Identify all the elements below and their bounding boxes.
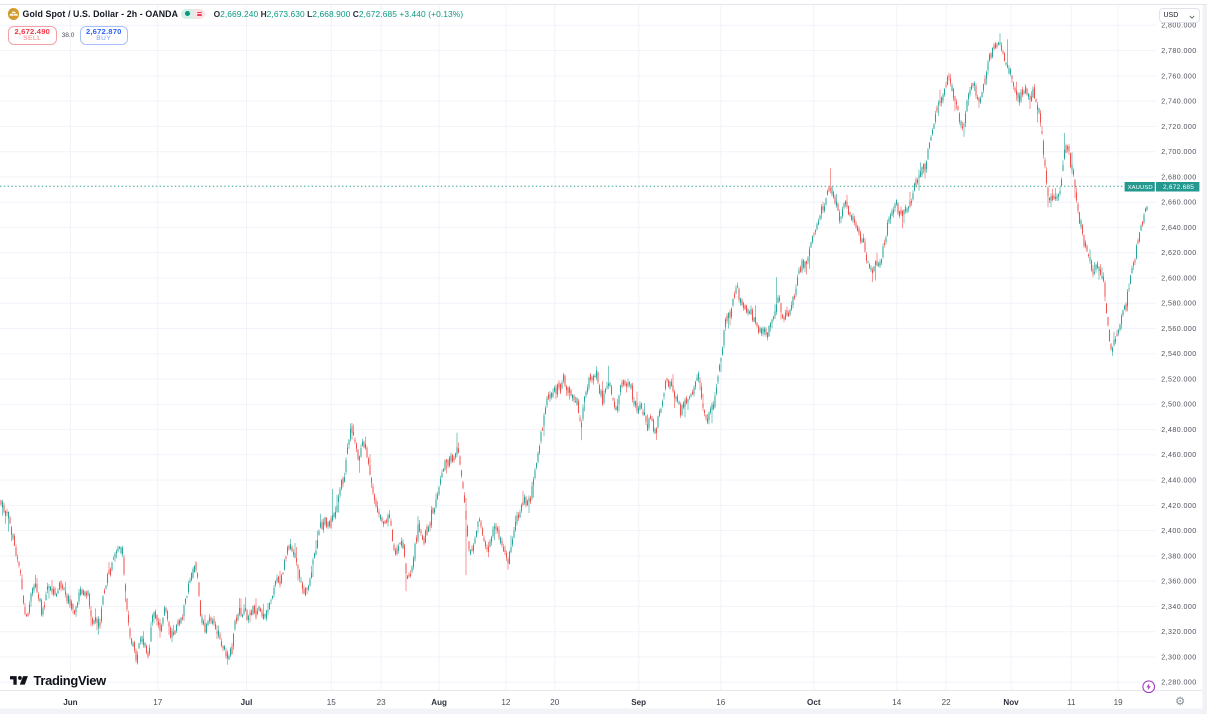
svg-text:2,380.000: 2,380.000 xyxy=(1161,552,1196,560)
svg-text:19: 19 xyxy=(1114,698,1124,707)
svg-text:2,660.000: 2,660.000 xyxy=(1161,199,1196,207)
svg-text:2,280.000: 2,280.000 xyxy=(1161,679,1196,687)
svg-text:2,500.000: 2,500.000 xyxy=(1161,401,1196,409)
svg-text:2,780.000: 2,780.000 xyxy=(1161,47,1196,55)
svg-text:2,520.000: 2,520.000 xyxy=(1161,375,1196,383)
svg-text:2,560.000: 2,560.000 xyxy=(1161,325,1196,333)
svg-text:11: 11 xyxy=(1067,698,1076,707)
svg-text:Oct: Oct xyxy=(807,698,821,707)
svg-text:Aug: Aug xyxy=(431,698,447,707)
svg-text:2,420.000: 2,420.000 xyxy=(1161,502,1196,510)
svg-text:2,460.000: 2,460.000 xyxy=(1161,451,1196,459)
svg-text:20: 20 xyxy=(550,698,560,707)
svg-text:Jun: Jun xyxy=(63,698,77,707)
svg-text:XAUUSD: XAUUSD xyxy=(1128,185,1153,191)
svg-text:2,340.000: 2,340.000 xyxy=(1161,603,1196,611)
svg-text:2,600.000: 2,600.000 xyxy=(1161,274,1196,282)
svg-text:2,700.000: 2,700.000 xyxy=(1161,148,1196,156)
svg-text:2,360.000: 2,360.000 xyxy=(1161,578,1196,586)
svg-text:2,640.000: 2,640.000 xyxy=(1161,224,1196,232)
svg-text:2,320.000: 2,320.000 xyxy=(1161,628,1196,636)
svg-text:15: 15 xyxy=(327,698,337,707)
svg-text:2,540.000: 2,540.000 xyxy=(1161,350,1196,358)
svg-text:12: 12 xyxy=(501,698,511,707)
svg-text:2,400.000: 2,400.000 xyxy=(1161,527,1196,535)
svg-text:2,580.000: 2,580.000 xyxy=(1161,300,1196,308)
svg-text:2,800.000: 2,800.000 xyxy=(1161,22,1196,30)
svg-text:2,620.000: 2,620.000 xyxy=(1161,249,1196,257)
svg-text:2,720.000: 2,720.000 xyxy=(1161,123,1196,131)
svg-text:22: 22 xyxy=(942,698,952,707)
svg-text:2,672.685: 2,672.685 xyxy=(1163,184,1194,191)
svg-text:2,480.000: 2,480.000 xyxy=(1161,426,1196,434)
svg-text:Nov: Nov xyxy=(1003,698,1019,707)
svg-text:16: 16 xyxy=(716,698,726,707)
svg-text:2,760.000: 2,760.000 xyxy=(1161,72,1196,80)
svg-text:17: 17 xyxy=(153,698,163,707)
svg-text:2,440.000: 2,440.000 xyxy=(1161,477,1196,485)
svg-text:Sep: Sep xyxy=(631,698,646,707)
svg-text:Jul: Jul xyxy=(241,698,253,707)
svg-text:2,740.000: 2,740.000 xyxy=(1161,98,1196,106)
svg-text:2,680.000: 2,680.000 xyxy=(1161,173,1196,181)
svg-text:23: 23 xyxy=(377,698,387,707)
svg-text:2,300.000: 2,300.000 xyxy=(1161,653,1196,661)
svg-text:14: 14 xyxy=(892,698,902,707)
